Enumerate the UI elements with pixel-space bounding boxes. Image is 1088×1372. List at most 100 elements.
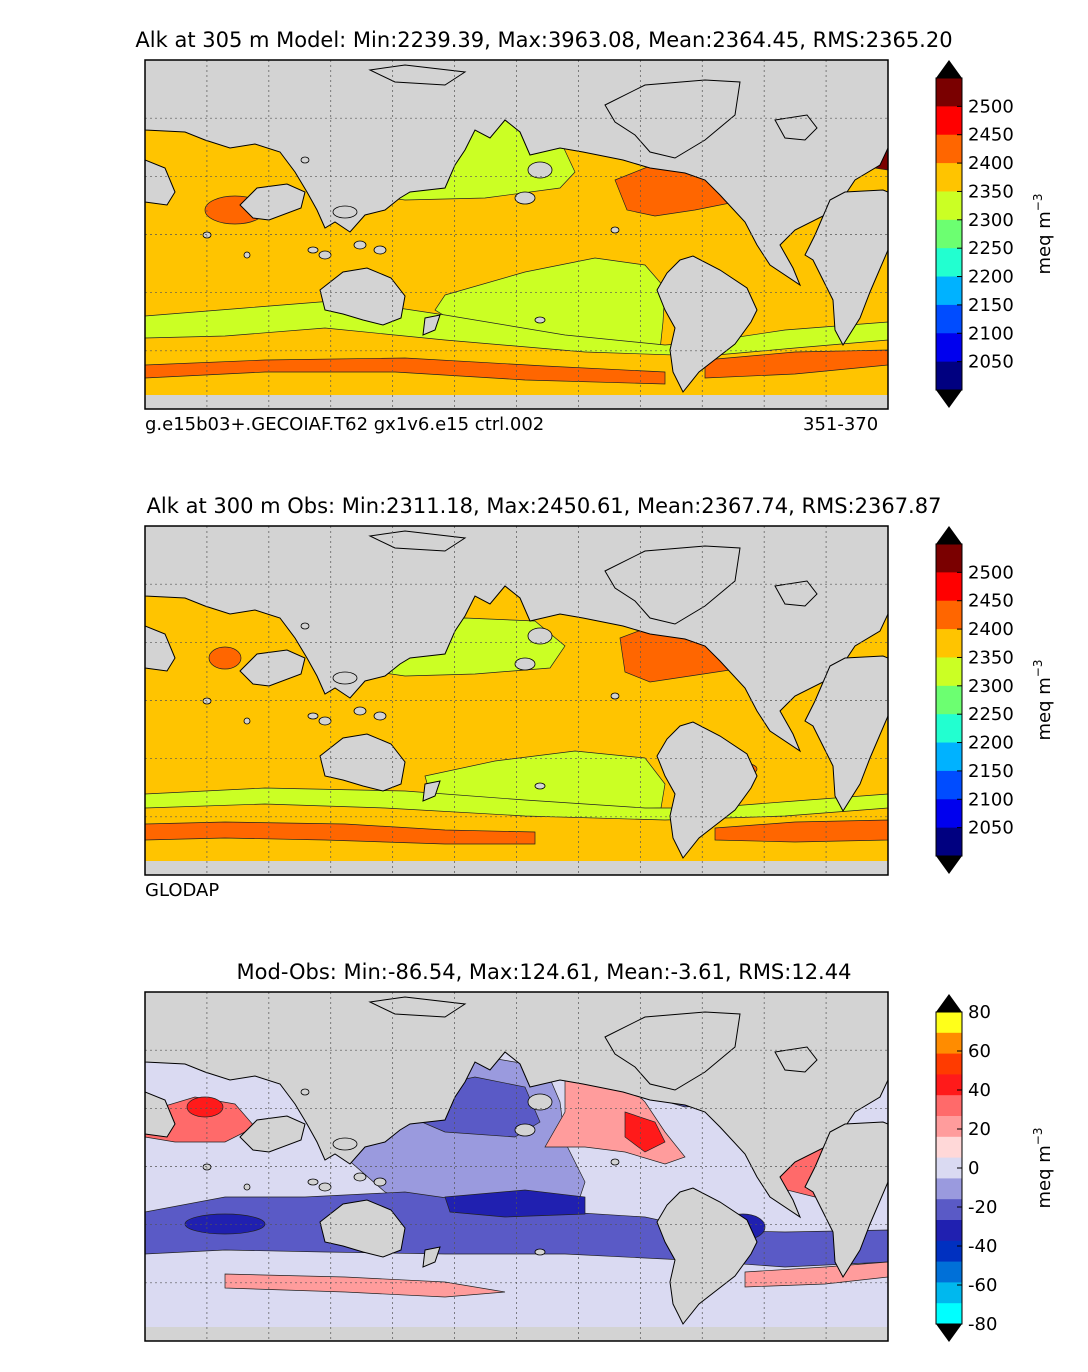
colorbar-extend-top bbox=[936, 526, 962, 544]
colorbar-tick-label: 2500 bbox=[968, 562, 1014, 583]
colorbar-segment bbox=[936, 304, 962, 334]
colorbar-segment bbox=[936, 1012, 962, 1034]
colorbar-segment bbox=[936, 1220, 962, 1242]
colorbar-tick-label: 20 bbox=[968, 1119, 991, 1140]
land-mass-5 bbox=[656, 255, 758, 393]
colorbar-tick-label: 2250 bbox=[968, 238, 1014, 259]
colorbar-tick-label: 40 bbox=[968, 1080, 991, 1101]
island-7 bbox=[318, 250, 332, 260]
colorbar-tick-label: 2350 bbox=[968, 181, 1014, 202]
southern-red-streak-2 bbox=[744, 1261, 888, 1288]
panel2-caption-left: GLODAP bbox=[145, 880, 220, 901]
island-12 bbox=[534, 316, 546, 324]
colorbar-segment bbox=[936, 248, 962, 278]
colorbar-segment bbox=[936, 1116, 962, 1138]
land-mass-5 bbox=[656, 721, 758, 859]
colorbar-segment bbox=[936, 1178, 962, 1200]
south-indian-core bbox=[184, 1213, 266, 1235]
colorbar-segment bbox=[936, 1303, 962, 1325]
southern-orange-streak-1 bbox=[145, 357, 666, 385]
colorbar-3: 80 60 40 20 0 -20 -40 -60 -80 meq m−3 bbox=[935, 994, 1055, 1342]
colorbar-unit-label: meq m−3 bbox=[1031, 660, 1055, 741]
island-12 bbox=[534, 782, 546, 790]
colorbar-extend-bottom bbox=[936, 1324, 962, 1342]
colorbar-segment bbox=[936, 1032, 962, 1055]
island-11 bbox=[300, 1088, 310, 1096]
colorbar-tick-label: 2150 bbox=[968, 761, 1014, 782]
land-mass-8 bbox=[604, 79, 741, 159]
land-mass-8 bbox=[604, 1011, 741, 1091]
map-panel-3 bbox=[144, 991, 889, 1342]
island-4 bbox=[307, 1178, 319, 1186]
island-4 bbox=[307, 712, 319, 720]
colorbar-segment bbox=[936, 219, 962, 249]
island-7 bbox=[318, 716, 332, 726]
colorbar-segment bbox=[936, 163, 962, 192]
colorbar-segment bbox=[936, 1053, 962, 1075]
island-10 bbox=[243, 717, 251, 725]
map-field bbox=[145, 992, 888, 1341]
colorbar-segment bbox=[936, 600, 962, 630]
colorbar-tick-label: 2200 bbox=[968, 267, 1014, 288]
colorbar-tick-label: 2500 bbox=[968, 96, 1014, 117]
colorbar-segment bbox=[936, 1157, 962, 1179]
island-11 bbox=[300, 156, 310, 164]
colorbar-tick-label: 2300 bbox=[968, 210, 1014, 231]
colorbar-tick-label: 2400 bbox=[968, 153, 1014, 174]
colorbar-segment bbox=[936, 106, 962, 136]
island-6 bbox=[353, 706, 367, 716]
colorbar-tick-label: 2050 bbox=[968, 352, 1014, 373]
southern-orange-streak-2 bbox=[704, 349, 888, 379]
land-mass-6 bbox=[319, 267, 406, 326]
island-1 bbox=[527, 627, 553, 645]
colorbar-segment bbox=[936, 1074, 962, 1096]
colorbar-tick-label: 2400 bbox=[968, 619, 1014, 640]
colorbar-tick-label: 2450 bbox=[968, 125, 1014, 146]
land-mass-2 bbox=[239, 1115, 306, 1153]
land-mass-6 bbox=[319, 1199, 406, 1258]
map-frame bbox=[144, 525, 889, 876]
island-7 bbox=[318, 1182, 332, 1192]
land-mass-7 bbox=[422, 1246, 441, 1268]
land-mass-6 bbox=[319, 733, 406, 792]
panel1-caption-left: g.e15b03+.GECOIAF.T62 gx1v6.e15 ctrl.002 bbox=[145, 414, 545, 435]
colorbar-2: 2500 2450 2400 2350 2300 2250 2200 2150 2100 2050… bbox=[935, 526, 1055, 874]
colorbar-tick-label: -60 bbox=[968, 1275, 997, 1296]
island-3 bbox=[332, 1137, 358, 1151]
island-5 bbox=[610, 1158, 620, 1166]
colorbar-segment bbox=[936, 770, 962, 800]
island-3 bbox=[332, 205, 358, 219]
island-10 bbox=[243, 1183, 251, 1191]
island-8 bbox=[373, 245, 387, 255]
colorbar-segment bbox=[936, 134, 962, 164]
colorbar-unit-label: meq m−3 bbox=[1031, 194, 1055, 275]
panel1-caption-right: 351-370 bbox=[803, 414, 879, 435]
colorbar-segment bbox=[936, 1240, 962, 1263]
panel1-title: Alk at 305 m Model: Min:2239.39, Max:396… bbox=[135, 28, 953, 52]
indian-deep-red bbox=[186, 1096, 224, 1118]
colorbar-segment bbox=[936, 657, 962, 687]
colorbar-tick-label: 2350 bbox=[968, 647, 1014, 668]
island-10 bbox=[243, 251, 251, 259]
island-2 bbox=[514, 191, 536, 205]
land-mass-9 bbox=[774, 580, 818, 607]
colorbar-segment bbox=[936, 685, 962, 715]
south-pacific-core bbox=[444, 1189, 586, 1218]
colorbar-tick-label: 2300 bbox=[968, 676, 1014, 697]
map-frame bbox=[144, 59, 889, 410]
island-6 bbox=[353, 240, 367, 250]
colorbar-tick-label: 2200 bbox=[968, 733, 1014, 754]
island-11 bbox=[300, 622, 310, 630]
colorbar-1: 2500 2450 2400 2350 2300 2250 2200 2150 2100 2050… bbox=[935, 60, 1055, 408]
land-mass-10 bbox=[368, 64, 467, 86]
southern-red-streak bbox=[224, 1273, 506, 1298]
colorbar-tick-label: -80 bbox=[968, 1314, 997, 1335]
land-mass-3 bbox=[145, 1091, 176, 1138]
land-mass-3 bbox=[145, 159, 176, 206]
colorbar-segment bbox=[936, 799, 962, 829]
map-field bbox=[145, 526, 888, 875]
colorbar-tick-label: 2150 bbox=[968, 295, 1014, 316]
colorbar-segment bbox=[936, 742, 962, 772]
southern-orange-streak-1 bbox=[145, 821, 536, 845]
